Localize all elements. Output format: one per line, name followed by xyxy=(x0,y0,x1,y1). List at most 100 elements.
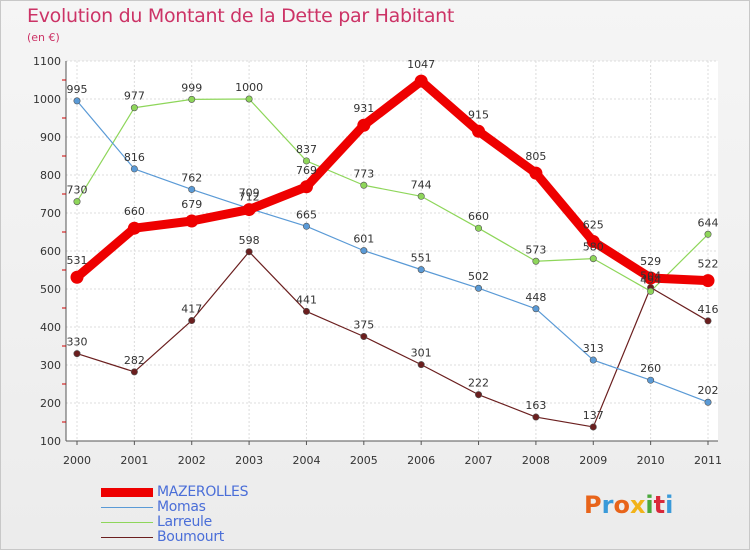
data-label: 644 xyxy=(698,216,719,229)
data-point xyxy=(245,95,253,103)
data-point xyxy=(185,214,199,228)
data-label: 660 xyxy=(468,210,489,223)
data-label: 598 xyxy=(239,234,260,247)
x-tick-label: 2006 xyxy=(407,454,435,467)
data-point xyxy=(360,247,368,255)
data-label: 709 xyxy=(239,187,260,200)
data-point xyxy=(127,221,141,235)
chart-title: Evolution du Montant de la Dette par Hab… xyxy=(27,5,455,27)
data-label: 448 xyxy=(525,291,546,304)
y-tick-label: 100 xyxy=(40,435,61,448)
data-label: 441 xyxy=(296,293,317,306)
data-label: 504 xyxy=(640,269,661,282)
data-label: 494 xyxy=(640,273,661,286)
series-line-momas xyxy=(76,100,709,403)
data-point xyxy=(417,361,425,369)
data-point xyxy=(417,192,425,200)
data-label: 313 xyxy=(583,342,604,355)
data-label: 915 xyxy=(468,108,489,121)
y-tick-label: 700 xyxy=(40,207,61,220)
data-label: 730 xyxy=(67,184,88,197)
data-point xyxy=(299,180,313,194)
data-point xyxy=(472,124,486,138)
legend-swatch xyxy=(101,537,153,538)
series-line-mazerolles xyxy=(72,76,713,286)
data-point xyxy=(586,235,600,248)
data-point xyxy=(647,376,655,384)
data-point xyxy=(529,166,543,180)
logo-letter: r xyxy=(601,491,614,519)
legend-label: MAZEROLLES xyxy=(157,484,249,500)
data-point xyxy=(704,317,712,325)
data-label: 977 xyxy=(124,90,145,103)
data-point xyxy=(302,307,310,315)
data-point xyxy=(188,185,196,193)
data-label: 1047 xyxy=(407,58,435,71)
data-point xyxy=(475,391,483,399)
legend-swatch xyxy=(101,522,153,523)
data-label: 625 xyxy=(583,219,604,232)
grid xyxy=(66,60,718,442)
data-label: 999 xyxy=(181,81,202,94)
data-label: 260 xyxy=(640,362,661,375)
logo-letter: t xyxy=(653,491,666,519)
data-labels: 330 282 417 598 441 375 301 222 163 137 504 416 730 9… xyxy=(67,58,719,422)
data-label: 660 xyxy=(124,205,145,218)
data-point xyxy=(245,248,253,256)
data-label: 573 xyxy=(525,243,546,256)
data-label: 769 xyxy=(296,164,317,177)
data-label: 282 xyxy=(124,354,145,367)
data-point xyxy=(188,95,196,103)
data-label: 665 xyxy=(296,208,317,221)
data-point xyxy=(589,255,597,263)
data-point xyxy=(532,257,540,265)
data-point xyxy=(130,368,138,376)
y-tick-label: 800 xyxy=(40,169,61,182)
data-label: 837 xyxy=(296,143,317,156)
legend-label: Boumourt xyxy=(157,529,224,545)
data-point xyxy=(360,181,368,189)
logo-letter: i xyxy=(665,491,674,519)
data-point xyxy=(532,413,540,421)
data-label: 762 xyxy=(181,171,202,184)
logo-letter: P xyxy=(584,491,602,519)
chart-subtitle: (en €) xyxy=(27,31,60,44)
y-tick-label: 400 xyxy=(40,321,61,334)
x-tick-label: 2001 xyxy=(120,454,148,467)
data-label: 679 xyxy=(181,198,202,211)
y-tick-label: 600 xyxy=(40,245,61,258)
data-label: 529 xyxy=(640,255,661,268)
x-tick-label: 2004 xyxy=(292,454,320,467)
x-tick-label: 2011 xyxy=(694,454,722,467)
data-point xyxy=(701,274,715,288)
data-label: 522 xyxy=(698,258,719,271)
data-label: 773 xyxy=(353,167,374,180)
data-point xyxy=(704,230,712,238)
x-tick-label: 2009 xyxy=(579,454,607,467)
data-label: 330 xyxy=(67,336,88,349)
data-label: 712 xyxy=(239,190,260,203)
data-point xyxy=(360,332,368,340)
data-label: 601 xyxy=(353,233,374,246)
legend-label: Larreule xyxy=(157,514,212,530)
logo-letter: o xyxy=(613,491,630,519)
data-label: 417 xyxy=(181,303,202,316)
data-point xyxy=(414,74,428,88)
data-point xyxy=(130,104,138,112)
series-line-larreule xyxy=(76,98,709,292)
y-tick-label: 1100 xyxy=(33,55,61,68)
data-point xyxy=(188,317,196,325)
data-point xyxy=(302,157,310,165)
x-tick-label: 2007 xyxy=(465,454,493,467)
x-tick-label: 2003 xyxy=(235,454,263,467)
data-label: 375 xyxy=(353,319,374,332)
data-label: 995 xyxy=(67,83,88,96)
x-tick-label: 2002 xyxy=(178,454,206,467)
data-label: 222 xyxy=(468,377,489,390)
proxiti-logo: Proxiti xyxy=(584,491,673,519)
y-tick-label: 200 xyxy=(40,397,61,410)
axes: 100 200 300 400 500 600 700 800 900 1000 1100 2000 2… xyxy=(33,55,722,467)
data-label: 551 xyxy=(411,252,432,265)
data-label: 416 xyxy=(698,303,719,316)
